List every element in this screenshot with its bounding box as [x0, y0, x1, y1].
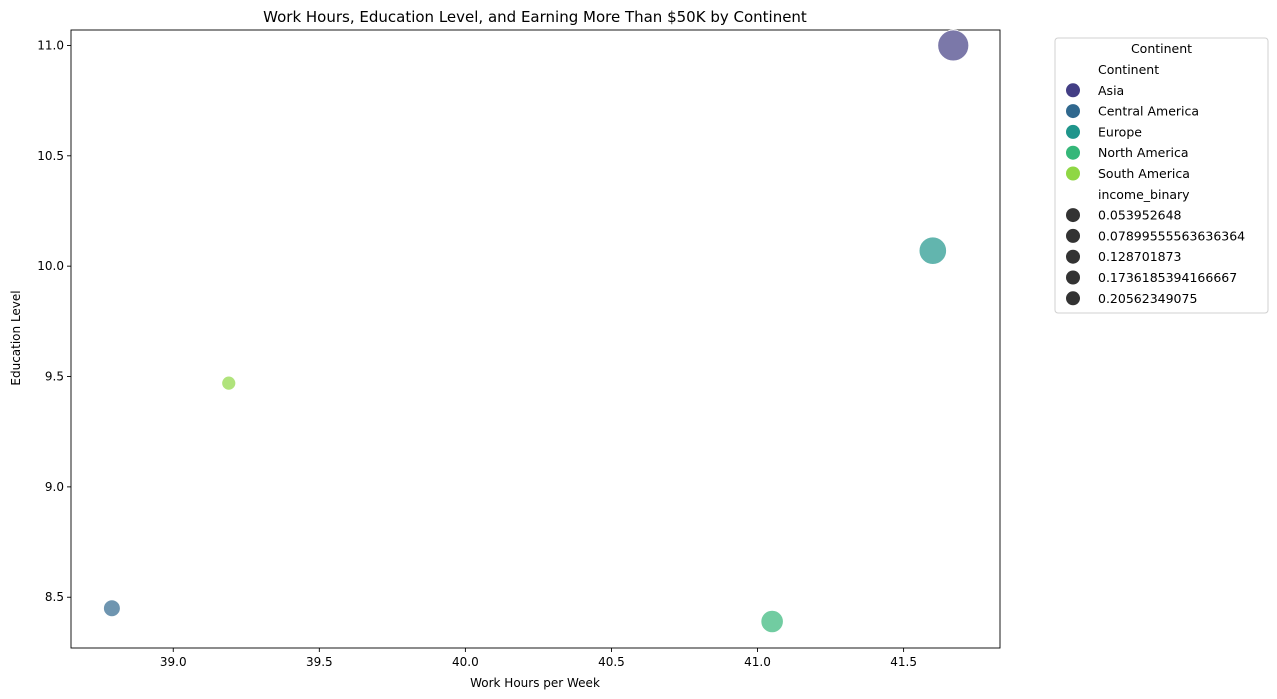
- legend-marker: [1066, 124, 1080, 139]
- legend-size-marker: [1066, 208, 1080, 223]
- data-point: [937, 29, 970, 62]
- x-tick-label: 39.5: [306, 655, 333, 669]
- x-axis-title: Work Hours per Week: [470, 676, 600, 690]
- legend-label: North America: [1098, 145, 1189, 160]
- data-point: [221, 375, 237, 391]
- legend-size-marker: [1066, 249, 1080, 264]
- x-tick-label: 41.5: [890, 655, 917, 669]
- y-tick-label: 9.5: [45, 370, 64, 384]
- y-axis-title: Education Level: [9, 290, 23, 385]
- plot-frame: [70, 29, 1001, 649]
- legend-label: South America: [1098, 166, 1190, 181]
- legend-size-marker: [1066, 228, 1080, 243]
- y-tick-label: 8.5: [45, 590, 64, 604]
- legend-size-label: 0.07899555563636364: [1098, 228, 1245, 243]
- legend: Continent Continent Asia Central America Eur…: [1054, 37, 1269, 314]
- x-tick-label: 40.0: [452, 655, 479, 669]
- data-point: [760, 609, 784, 634]
- legend-hue-title: Continent: [1098, 62, 1159, 77]
- x-tick-label: 41.0: [744, 655, 771, 669]
- y-tick-label: 10.5: [37, 149, 64, 163]
- legend-marker: [1066, 104, 1080, 119]
- legend-label: Central America: [1098, 104, 1199, 119]
- y-tick-label: 9.0: [45, 480, 64, 494]
- legend-size-label: 0.053952648: [1098, 208, 1182, 223]
- legend-box: [1054, 37, 1269, 314]
- legend-size-label: 0.128701873: [1098, 249, 1182, 264]
- legend-title: Continent: [1131, 41, 1192, 56]
- legend-label: Asia: [1098, 83, 1124, 98]
- y-tick-label: 11.0: [37, 38, 64, 52]
- legend-size-marker: [1066, 291, 1080, 306]
- data-point: [103, 599, 121, 618]
- data-point: [918, 236, 947, 265]
- legend-size-label: 0.20562349075: [1098, 291, 1197, 306]
- legend-marker: [1066, 145, 1080, 160]
- legend-size-title: income_binary: [1098, 187, 1190, 202]
- legend-label: Europe: [1098, 124, 1142, 139]
- legend-marker: [1066, 83, 1080, 98]
- legend-size-marker: [1066, 270, 1080, 285]
- x-tick-label: 39.0: [160, 655, 187, 669]
- legend-marker: [1066, 166, 1080, 181]
- chart-title: Work Hours, Education Level, and Earning…: [263, 8, 807, 26]
- y-tick-label: 10.0: [37, 259, 64, 273]
- x-tick-label: 40.5: [598, 655, 625, 669]
- legend-size-label: 0.1736185394166667: [1098, 270, 1237, 285]
- plot-area: 39.0 39.5 40.0 40.5 41.0 41.5 8.5 9.0 9.5 10.0 10.…: [37, 29, 1001, 669]
